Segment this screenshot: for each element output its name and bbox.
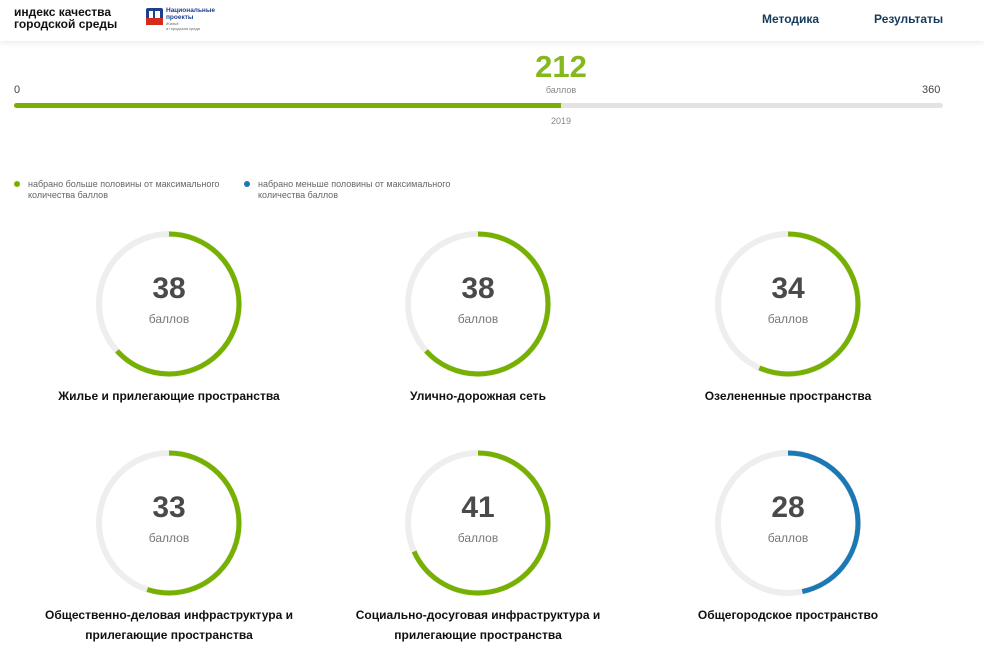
category-score-unit: баллов — [148, 312, 190, 326]
header: индекс качества городской среды Национал… — [0, 0, 984, 41]
category-label: Общегородское пространство — [638, 605, 938, 625]
category-score-value: 28 — [771, 491, 805, 524]
ring-arc — [96, 450, 242, 596]
category-score-value: 38 — [461, 272, 495, 305]
category-label-line1: Общегородское пространство — [697, 608, 879, 622]
score-ring: 33 баллов — [94, 448, 244, 598]
category-score-unit: баллов — [148, 531, 190, 545]
score-ring: 41 баллов — [403, 448, 553, 598]
logo-title-line2: проекты — [166, 14, 194, 21]
category-score-value: 34 — [771, 272, 805, 305]
score-ring: 38 баллов — [94, 229, 244, 379]
total-progress-bar — [14, 103, 943, 108]
ring-arc — [715, 450, 861, 596]
category-label: Улично-дорожная сеть — [328, 386, 628, 406]
category-label-line1: Жилье и прилегающие пространства — [58, 389, 280, 403]
score-ring-graphic — [405, 450, 551, 596]
scale-min-label: 0 — [14, 84, 21, 96]
site-title[interactable]: индекс качества городской среды — [14, 6, 117, 30]
category-card[interactable]: 28 баллов Общегородское пространство — [638, 448, 938, 658]
score-ring-graphic — [715, 450, 861, 596]
category-label-line2: прилегающие пространства — [394, 628, 562, 642]
score-ring-graphic — [405, 231, 551, 377]
category-label: Озелененные пространства — [638, 386, 938, 406]
ring-arc — [715, 231, 861, 377]
total-progress-fill — [14, 103, 562, 108]
site-title-line2: городской среды — [14, 17, 118, 31]
nav-link-methodology[interactable]: Методика — [762, 12, 820, 26]
ring-arc — [405, 231, 551, 377]
logo-subtitle-line1: Жильё — [166, 21, 179, 26]
category-score-unit: баллов — [767, 312, 809, 326]
score-ring: 34 баллов — [713, 229, 863, 379]
category-score-value: 41 — [461, 491, 495, 524]
category-score-value: 33 — [152, 491, 186, 524]
score-ring-graphic — [715, 231, 861, 377]
legend-text-below-half: набрано меньше половины от максимального… — [258, 179, 451, 200]
category-score-unit: баллов — [767, 531, 809, 545]
category-score-unit: баллов — [457, 531, 499, 545]
category-label-line1: Социально-досуговая инфраструктура и — [355, 608, 601, 622]
category-card[interactable]: 38 баллов Жилье и прилегающие пространст… — [19, 229, 319, 439]
category-card[interactable]: 41 баллов Социально-досуговая инфраструк… — [328, 448, 628, 658]
total-score-value: 212 — [535, 49, 587, 84]
total-year: 2019 — [550, 116, 572, 126]
category-label-line1: Улично-дорожная сеть — [410, 389, 546, 403]
score-ring-graphic — [96, 231, 242, 377]
legend-text-above-half: набрано больше половины от максимального… — [28, 179, 220, 200]
national-projects-logo[interactable]: Национальные проекты Жильё и городская с… — [146, 7, 226, 33]
logo-title: Национальные проекты — [166, 7, 215, 21]
score-ring: 38 баллов — [403, 229, 553, 379]
category-score-value: 38 — [152, 272, 186, 305]
legend-dot-blue — [244, 181, 250, 187]
category-label-line1: Озелененные пространства — [704, 389, 872, 403]
legend-dot-green — [14, 181, 20, 187]
category-label: Социально-досуговая инфраструктура и при… — [328, 605, 628, 645]
category-label: Общественно-деловая инфраструктура и при… — [19, 605, 319, 645]
total-score-unit: баллов — [545, 85, 577, 95]
logo-subtitle-line2: и городская среда — [166, 25, 200, 31]
site-title-line1: индекс качества — [14, 5, 112, 19]
score-ring-graphic — [96, 450, 242, 596]
category-label-line1: Общественно-деловая инфраструктура и — [45, 608, 293, 622]
category-label-line2: прилегающие пространства — [85, 628, 253, 642]
ring-arc — [96, 231, 242, 377]
scale-max-label: 360 — [922, 84, 941, 96]
category-score-unit: баллов — [457, 312, 499, 326]
national-projects-logo-icon — [146, 8, 163, 25]
total-score: 212 — [0, 50, 984, 84]
category-card[interactable]: 33 баллов Общественно-деловая инфраструк… — [19, 448, 319, 658]
category-card[interactable]: 38 баллов Улично-дорожная сеть — [328, 229, 628, 439]
nav-link-results[interactable]: Результаты — [874, 12, 944, 26]
logo-subtitle: Жильё и городская среда — [166, 21, 200, 31]
category-label: Жилье и прилегающие пространства — [19, 386, 319, 406]
logo-title-line1: Национальные — [166, 7, 216, 14]
ring-arc — [405, 450, 551, 596]
category-card[interactable]: 34 баллов Озелененные пространства — [638, 229, 938, 439]
score-ring: 28 баллов — [713, 448, 863, 598]
